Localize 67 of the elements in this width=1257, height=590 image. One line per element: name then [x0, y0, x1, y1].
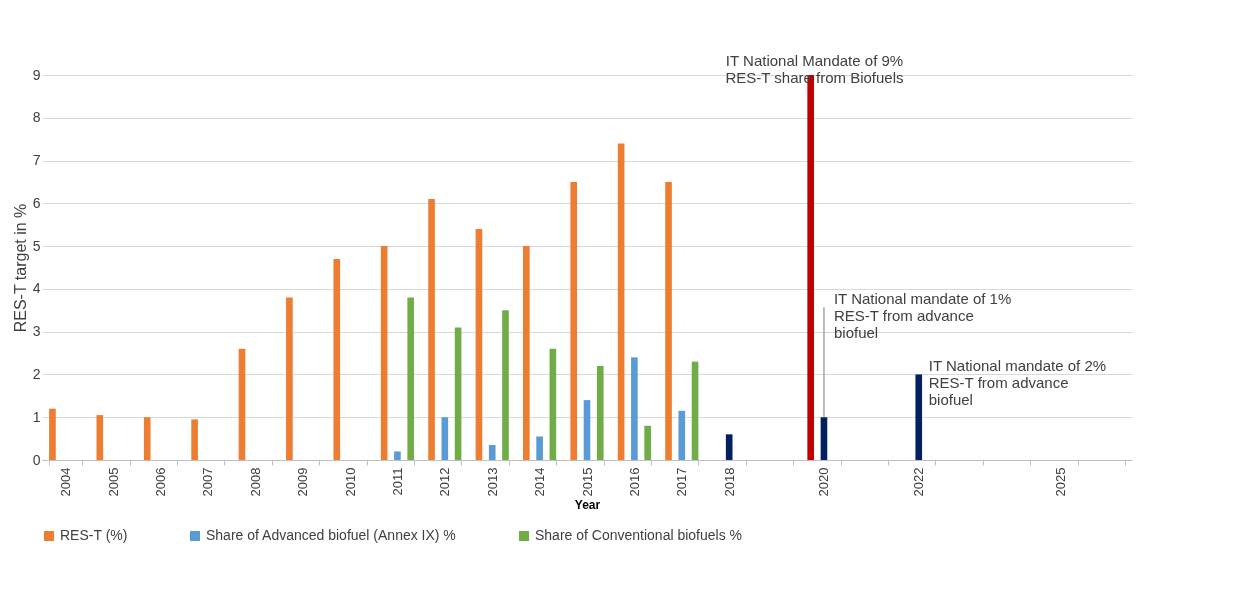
x-tick-label: 2022 [911, 467, 927, 497]
bar [536, 436, 543, 460]
bar [191, 419, 198, 460]
x-tick-label: 2006 [152, 467, 168, 497]
x-tick-label: 2010 [342, 467, 358, 497]
bar [407, 297, 415, 460]
bar [596, 365, 604, 460]
legend-label: Share of Advanced biofuel (Annex IX) % [206, 527, 456, 543]
x-tick-label: 2017 [674, 467, 690, 497]
bar [333, 258, 341, 460]
bar [428, 199, 435, 460]
bar [96, 415, 104, 460]
bar [631, 357, 638, 460]
x-tick-label: 2008 [247, 467, 263, 497]
bar [570, 181, 578, 460]
y-tick-label: 7 [32, 152, 41, 169]
bar [725, 434, 733, 460]
bar [238, 348, 246, 460]
x-tick-label: 2015 [579, 467, 595, 497]
x-tick-label: 2014 [532, 467, 548, 497]
x-tick-label: 2011 [389, 467, 405, 496]
y-axis-title: RES-T target in % [11, 203, 29, 333]
bar [380, 246, 388, 460]
bar [49, 408, 56, 460]
bar [475, 229, 483, 460]
annotation: IT National mandate of 2% RES-T from advance biofuel [928, 357, 1107, 409]
x-tick-label: 2004 [58, 467, 74, 497]
legend-label: RES-T (%) [60, 527, 128, 543]
bar [678, 410, 686, 460]
y-tick-label: 5 [32, 237, 41, 254]
bar [441, 417, 449, 460]
annotation: IT National Mandate of 9% RES-T share from Biofuels [725, 52, 904, 86]
x-tick-label: 2012 [437, 467, 453, 497]
bar [820, 417, 828, 460]
bar [454, 327, 462, 460]
y-tick-label: 2 [32, 365, 41, 382]
x-tick-label: 2020 [816, 467, 832, 497]
x-tick-label: 2005 [105, 467, 121, 497]
x-tick-label: 2025 [1053, 467, 1069, 497]
y-tick-label: 1 [32, 408, 41, 425]
x-axis-title: Year [574, 498, 601, 513]
annotation: IT National mandate of 1% RES-T from advance biofuel [833, 290, 1012, 342]
bar [488, 445, 496, 460]
bar [549, 348, 557, 460]
bar [644, 425, 651, 460]
y-tick-label: 0 [32, 451, 41, 468]
bar [502, 310, 509, 460]
x-tick-label: 2016 [626, 467, 642, 497]
x-tick-label: 2018 [721, 467, 737, 497]
bar [143, 417, 151, 460]
y-tick-label: 8 [32, 109, 41, 126]
bar [665, 181, 672, 460]
y-tick-label: 3 [32, 323, 41, 340]
bar [617, 143, 625, 460]
x-tick-label: 2013 [484, 467, 500, 497]
y-tick-label: 4 [32, 280, 41, 297]
bar [691, 361, 699, 460]
x-tick-label: 2007 [200, 467, 216, 497]
bar [523, 246, 530, 460]
legend-label: Share of Conventional biofuels % [535, 527, 743, 543]
bar [915, 374, 923, 460]
y-tick-label: 6 [32, 194, 41, 211]
bar [394, 451, 401, 460]
bar [583, 400, 591, 460]
bar [286, 297, 293, 460]
x-tick-label: 2009 [295, 467, 311, 497]
y-tick-label: 9 [32, 66, 41, 83]
